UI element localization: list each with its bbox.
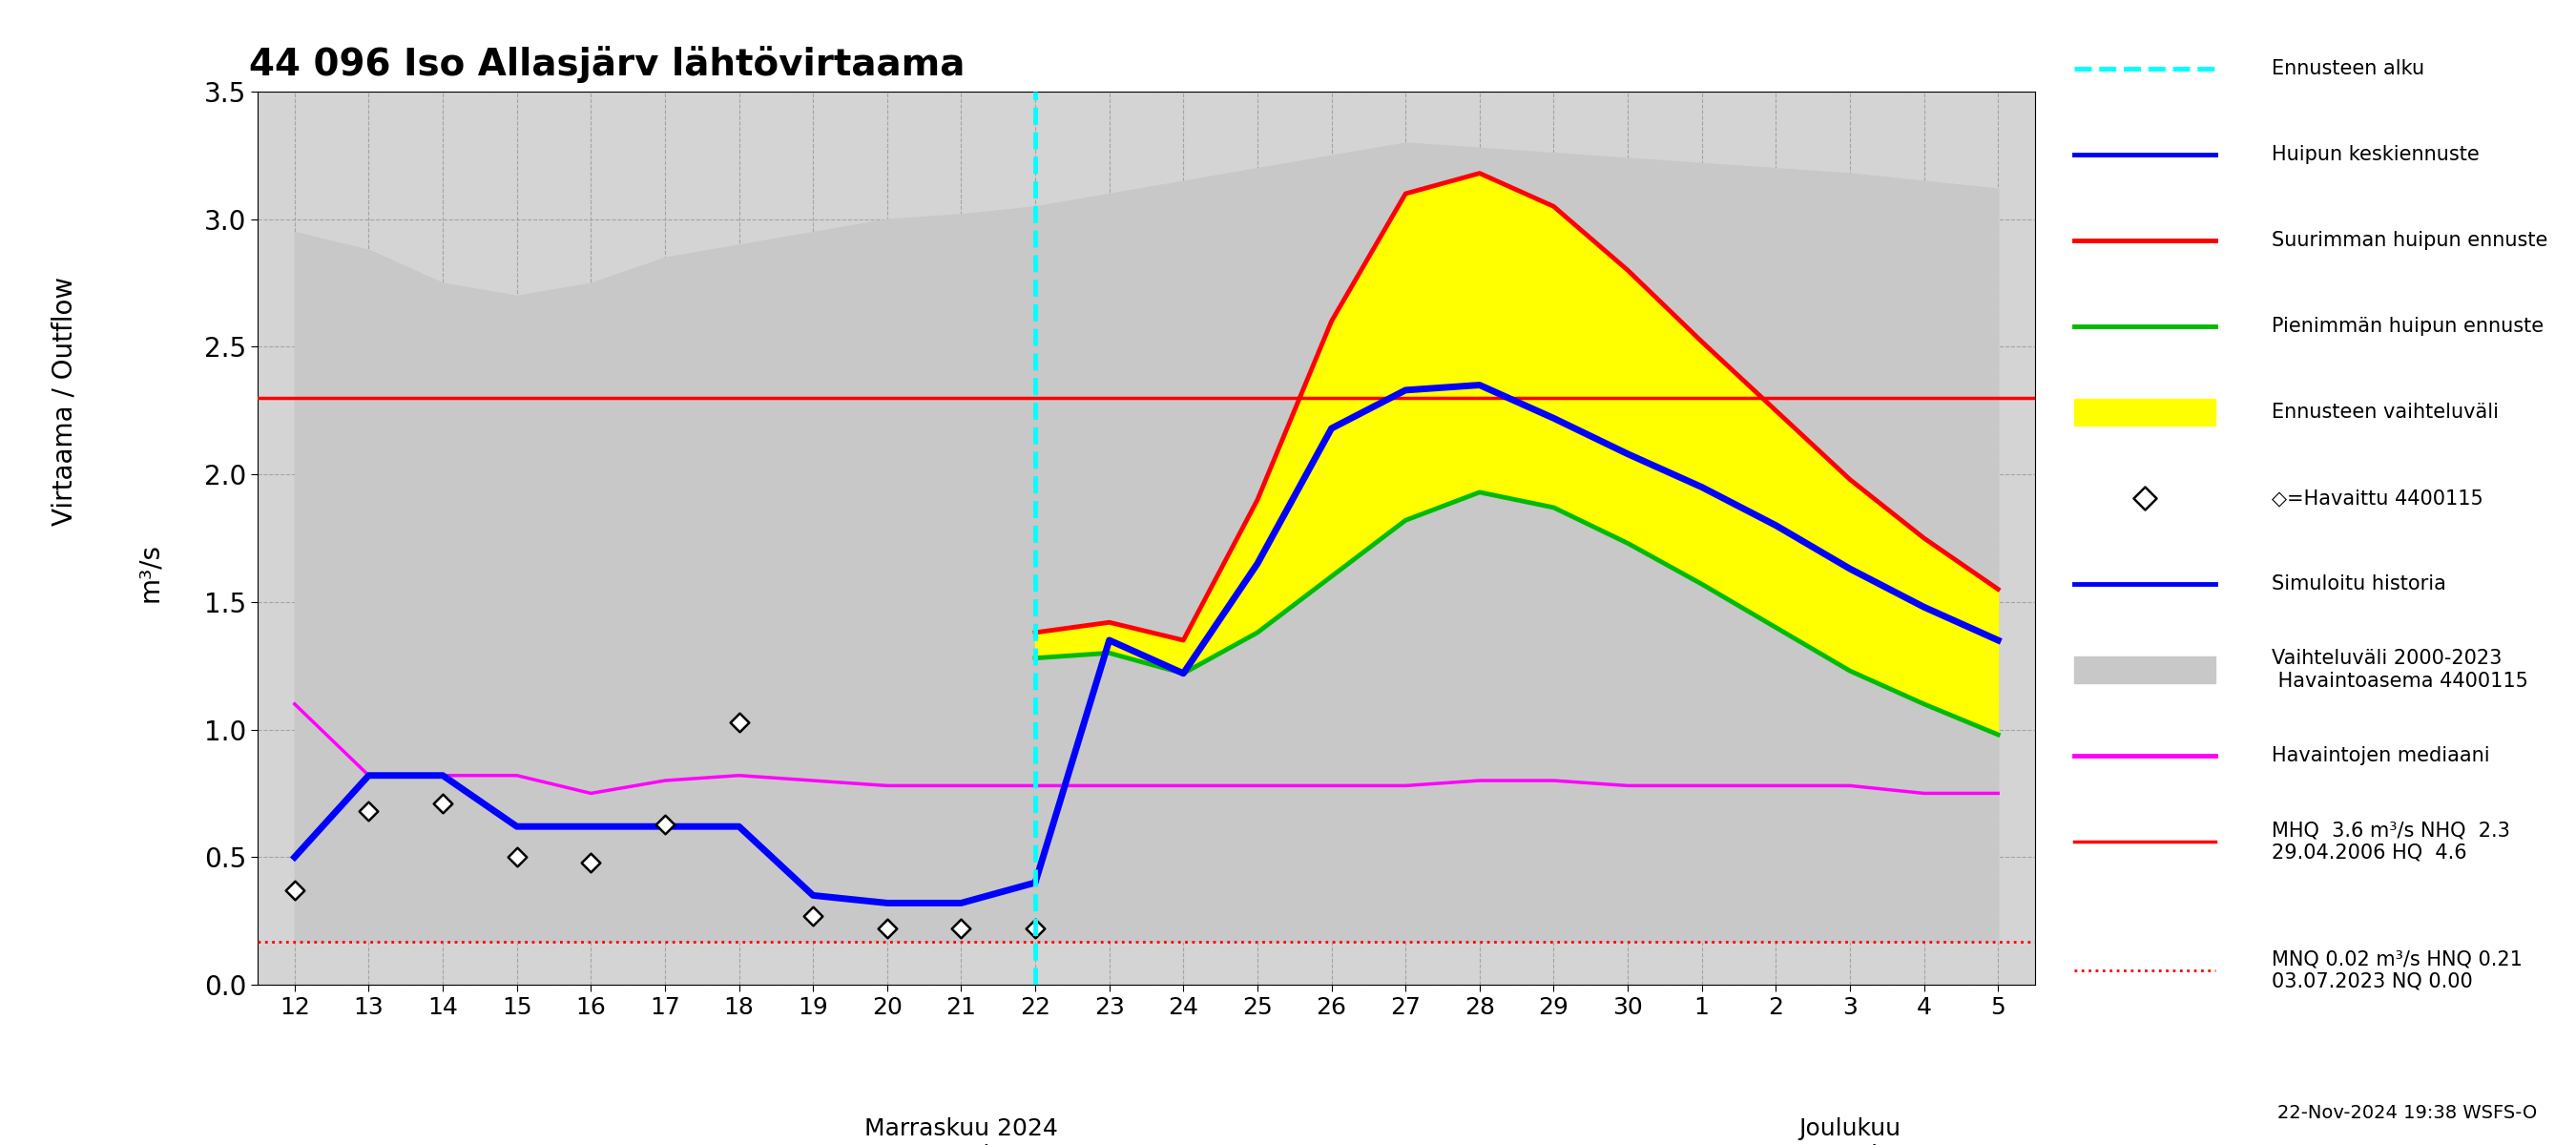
Point <box>422 795 464 813</box>
Text: MNQ 0.02 m³/s HNQ 0.21
03.07.2023 NQ 0.00: MNQ 0.02 m³/s HNQ 0.21 03.07.2023 NQ 0.0… <box>2272 950 2522 992</box>
Text: Ennusteen alku: Ennusteen alku <box>2272 60 2424 78</box>
Point <box>644 815 685 834</box>
Text: Joulukuu
December: Joulukuu December <box>1788 1118 1911 1145</box>
Text: Simuloitu historia: Simuloitu historia <box>2272 575 2447 593</box>
Point <box>497 848 538 867</box>
Text: Suurimman huipun ennuste: Suurimman huipun ennuste <box>2272 231 2548 250</box>
Text: Havaintojen mediaani: Havaintojen mediaani <box>2272 747 2491 765</box>
Text: Huipun keskiennuste: Huipun keskiennuste <box>2272 145 2481 164</box>
Point <box>348 802 389 820</box>
Point <box>940 919 981 938</box>
Point <box>1015 919 1056 938</box>
Text: MHQ  3.6 m³/s NHQ  2.3
29.04.2006 HQ  4.6: MHQ 3.6 m³/s NHQ 2.3 29.04.2006 HQ 4.6 <box>2272 821 2512 862</box>
Text: Vaihteluväli 2000-2023
 Havaintoasema 4400115: Vaihteluväli 2000-2023 Havaintoasema 440… <box>2272 649 2530 690</box>
Text: 44 096 Iso Allasjärv lähtövirtaama: 44 096 Iso Allasjärv lähtövirtaama <box>250 46 963 84</box>
Text: Pienimmän huipun ennuste: Pienimmän huipun ennuste <box>2272 317 2545 335</box>
Text: Marraskuu 2024
November: Marraskuu 2024 November <box>866 1118 1059 1145</box>
Text: Virtaama / Outflow: Virtaama / Outflow <box>52 276 77 526</box>
Point <box>719 712 760 731</box>
Point <box>793 907 835 925</box>
Text: Ennusteen vaihteluväli: Ennusteen vaihteluväli <box>2272 403 2499 421</box>
Point <box>2123 489 2164 507</box>
Point <box>866 919 907 938</box>
Point <box>569 853 611 871</box>
Text: m³/s: m³/s <box>137 543 162 602</box>
Text: 22-Nov-2024 19:38 WSFS-O: 22-Nov-2024 19:38 WSFS-O <box>2277 1104 2537 1122</box>
Point <box>273 882 314 900</box>
Text: ◇=Havaittu 4400115: ◇=Havaittu 4400115 <box>2272 489 2483 507</box>
